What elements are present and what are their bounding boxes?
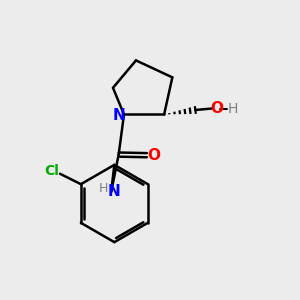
- Text: O: O: [147, 148, 160, 163]
- Text: H: H: [99, 182, 109, 195]
- Text: N: N: [108, 184, 121, 199]
- Text: Cl: Cl: [44, 164, 59, 178]
- Text: N: N: [112, 108, 125, 123]
- Text: H: H: [227, 101, 238, 116]
- Text: O: O: [211, 101, 224, 116]
